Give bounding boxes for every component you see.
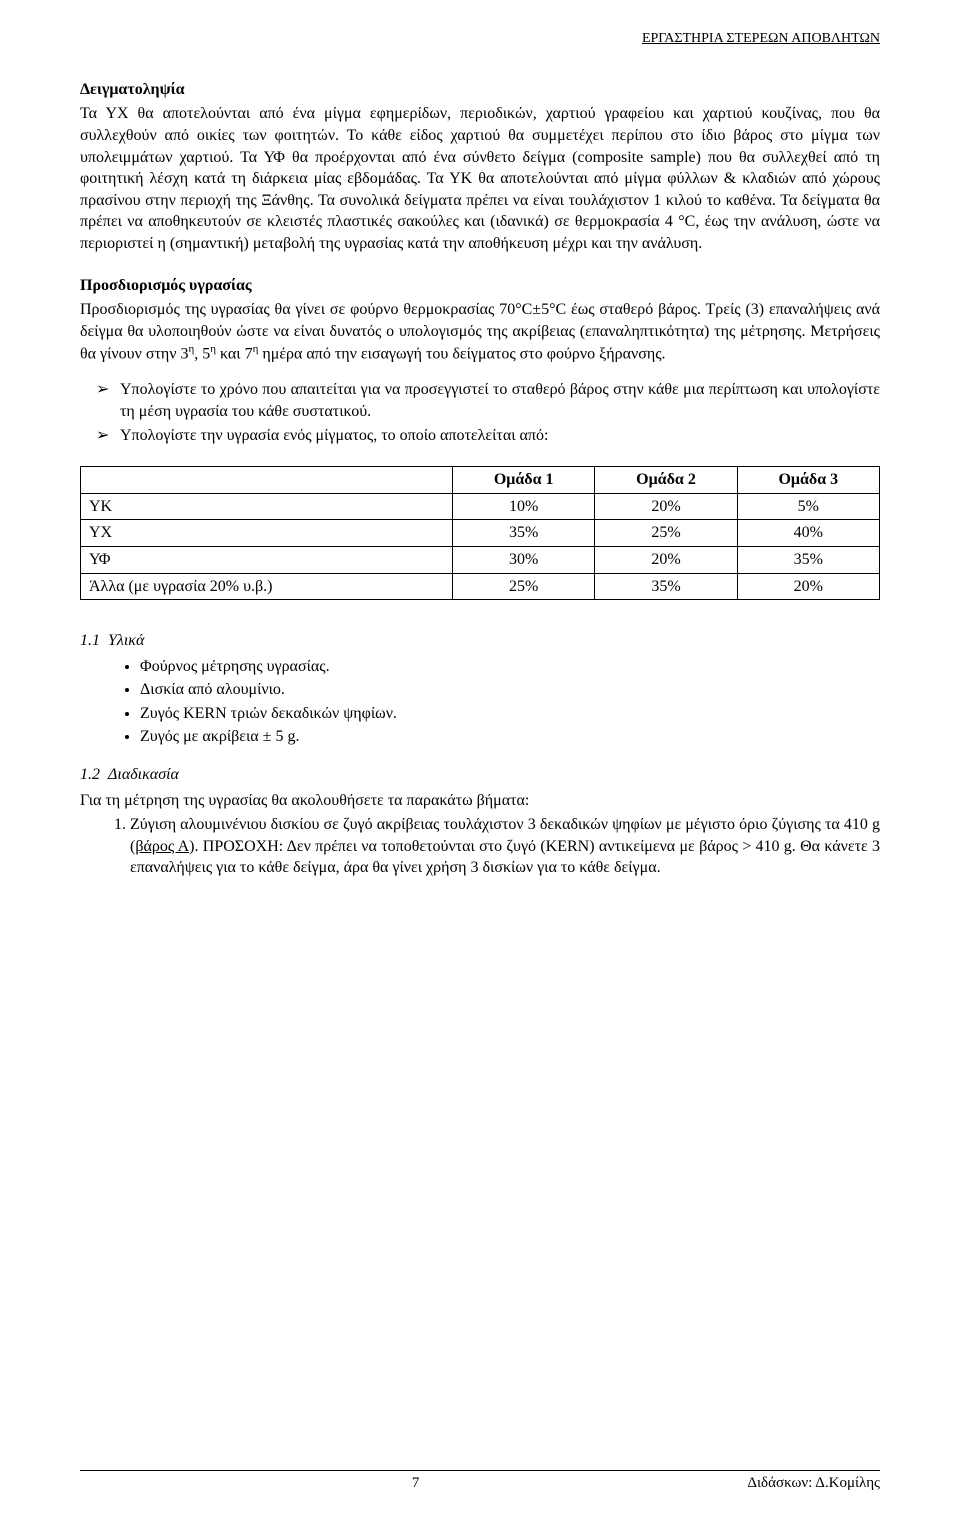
td-val: 20% — [595, 493, 737, 520]
td-val: 25% — [453, 573, 595, 600]
td-val: 35% — [595, 573, 737, 600]
td-val: 25% — [595, 520, 737, 547]
procedure-step: Ζύγιση αλουμινένιου δισκίου σε ζυγό ακρί… — [130, 814, 880, 879]
paragraph-moisture: Προσδιορισμός της υγρασίας θα γίνει σε φ… — [80, 299, 880, 365]
list-item: Ζυγός KERN τριών δεκαδικών ψηφίων. — [140, 703, 880, 725]
sub-num: 1.2 — [80, 766, 100, 783]
arrow-item: Υπολογίστε το χρόνο που απαιτείται για ν… — [120, 379, 880, 422]
footer: 7 Διδάσκων: Δ.Κομίλης — [80, 1470, 880, 1493]
th-group2: Ομάδα 2 — [595, 467, 737, 494]
subheading-materials: 1.1 Υλικά — [80, 630, 880, 652]
moisture-post: ημέρα από την εισαγωγή του δείγματος στο… — [258, 346, 665, 363]
step-post: ). ΠΡΟΣΟΧΗ: Δεν πρέπει να τοποθετούνται … — [130, 838, 880, 877]
table-row: ΥΧ 35% 25% 40% — [81, 520, 880, 547]
td-label: ΥΧ — [81, 520, 453, 547]
moisture-mid1: , 5 — [194, 346, 210, 363]
td-val: 30% — [453, 546, 595, 573]
procedure-intro: Για τη μέτρηση της υγρασίας θα ακολουθήσ… — [80, 790, 880, 812]
arrow-list: Υπολογίστε το χρόνο που απαιτείται για ν… — [80, 379, 880, 446]
td-label: ΥΦ — [81, 546, 453, 573]
page-number: 7 — [412, 1473, 420, 1493]
td-label: ΥΚ — [81, 493, 453, 520]
td-val: 5% — [737, 493, 879, 520]
page: ΕΡΓΑΣΤΗΡΙΑ ΣΤΕΡΕΩΝ ΑΠΟΒΛΗΤΩΝ Δειγματοληψ… — [0, 0, 960, 1519]
sub-title: Διαδικασία — [108, 766, 179, 783]
table-row: ΥΚ 10% 20% 5% — [81, 493, 880, 520]
moisture-mid2: και 7 — [216, 346, 253, 363]
th-group1: Ομάδα 1 — [453, 467, 595, 494]
subheading-procedure: 1.2 Διαδικασία — [80, 764, 880, 786]
procedure-list: Ζύγιση αλουμινένιου δισκίου σε ζυγό ακρί… — [80, 814, 880, 879]
td-val: 35% — [737, 546, 879, 573]
td-val: 20% — [737, 573, 879, 600]
section-title-sampling: Δειγματοληψία — [80, 79, 880, 101]
step-u: βάρος Α — [135, 838, 189, 855]
sub-title: Υλικά — [108, 632, 144, 649]
th-group3: Ομάδα 3 — [737, 467, 879, 494]
header-right: ΕΡΓΑΣΤΗΡΙΑ ΣΤΕΡΕΩΝ ΑΠΟΒΛΗΤΩΝ — [80, 30, 880, 49]
mixture-table: Ομάδα 1 Ομάδα 2 Ομάδα 3 ΥΚ 10% 20% 5% ΥΧ… — [80, 466, 880, 600]
td-val: 40% — [737, 520, 879, 547]
paragraph-sampling: Τα ΥΧ θα αποτελούνται από ένα μίγμα εφημ… — [80, 103, 880, 254]
list-item: Φούρνος μέτρησης υγρασίας. — [140, 656, 880, 678]
footer-left-spacer — [80, 1473, 84, 1493]
sub-num: 1.1 — [80, 632, 100, 649]
list-item: Δισκία από αλουμίνιο. — [140, 679, 880, 701]
td-label: Άλλα (με υγρασία 20% υ.β.) — [81, 573, 453, 600]
section-title-moisture: Προσδιορισμός υγρασίας — [80, 275, 880, 297]
th-blank — [81, 467, 453, 494]
list-item: Ζυγός με ακρίβεια ± 5 g. — [140, 726, 880, 748]
td-val: 10% — [453, 493, 595, 520]
td-val: 20% — [595, 546, 737, 573]
footer-instructor: Διδάσκων: Δ.Κομίλης — [747, 1473, 880, 1493]
table-header-row: Ομάδα 1 Ομάδα 2 Ομάδα 3 — [81, 467, 880, 494]
table-row: Άλλα (με υγρασία 20% υ.β.) 25% 35% 20% — [81, 573, 880, 600]
arrow-item: Υπολογίστε την υγρασία ενός μίγματος, το… — [120, 425, 880, 447]
table-row: ΥΦ 30% 20% 35% — [81, 546, 880, 573]
td-val: 35% — [453, 520, 595, 547]
materials-list: Φούρνος μέτρησης υγρασίας. Δισκία από αλ… — [80, 656, 880, 748]
